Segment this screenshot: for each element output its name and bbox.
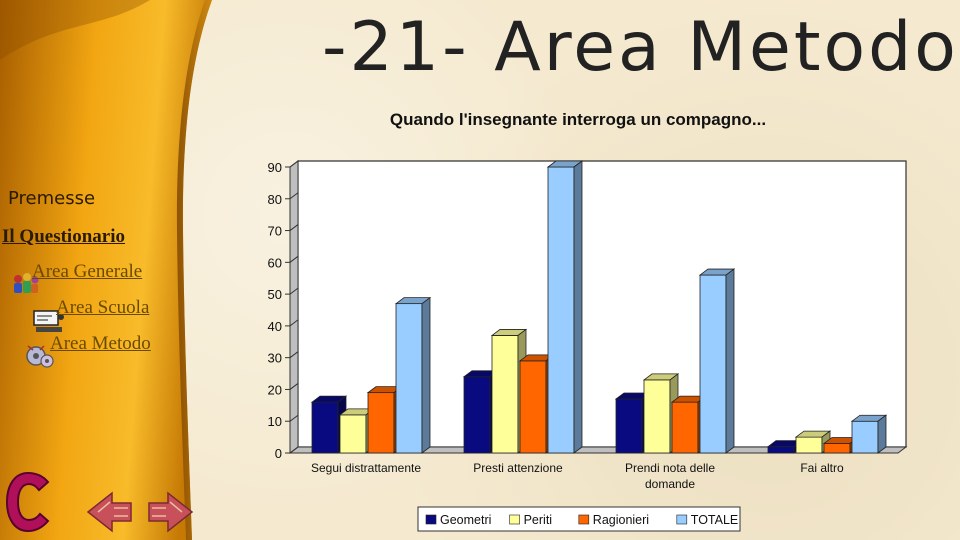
x-axis-labels: Segui distrattamente Presti attenzione Pre… bbox=[311, 461, 844, 491]
y-tick-depth bbox=[289, 319, 299, 327]
sidebar-panel bbox=[0, 0, 212, 540]
y-tick-depth bbox=[289, 351, 299, 359]
legend-label: Periti bbox=[524, 513, 552, 527]
y-tick-depth bbox=[289, 287, 299, 295]
bars bbox=[310, 160, 888, 454]
bar bbox=[794, 430, 832, 454]
y-tick-label: 0 bbox=[275, 446, 282, 461]
people-group-icon bbox=[14, 273, 39, 293]
y-tick-label: 70 bbox=[268, 224, 282, 239]
y-tick-label: 80 bbox=[268, 192, 282, 207]
y-tick-label: 20 bbox=[268, 382, 282, 397]
chart-title: Quando l'insegnante interroga un compagn… bbox=[390, 110, 766, 129]
classroom-icon bbox=[33, 310, 64, 332]
y-axis-ticks: 0 10 20 30 40 50 60 70 80 90 bbox=[268, 160, 299, 461]
y-tick-label: 90 bbox=[268, 160, 282, 175]
legend-swatch bbox=[509, 514, 520, 525]
x-tick-label: Presti attenzione bbox=[473, 461, 563, 475]
legend-label: TOTALE bbox=[691, 513, 738, 527]
bar bbox=[670, 395, 708, 454]
y-tick-depth bbox=[289, 446, 299, 454]
bar bbox=[546, 160, 584, 454]
y-tick-depth bbox=[289, 383, 299, 390]
y-tick-depth bbox=[289, 224, 299, 231]
legend-swatch bbox=[578, 514, 590, 525]
y-tick-depth bbox=[289, 160, 299, 168]
nav-questionario-link[interactable]: Il Questionario bbox=[2, 226, 125, 247]
y-tick-depth bbox=[289, 255, 299, 263]
y-tick-label: 10 bbox=[268, 414, 282, 429]
bar bbox=[394, 296, 432, 454]
previous-arrow-icon[interactable] bbox=[84, 490, 134, 534]
bar bbox=[698, 268, 736, 454]
nav-area-metodo-link[interactable]: Area Metodo bbox=[50, 333, 151, 354]
next-arrow-icon[interactable] bbox=[146, 490, 196, 534]
bar bbox=[850, 414, 888, 454]
method-gears-icon bbox=[26, 345, 54, 368]
y-tick-label: 60 bbox=[268, 255, 282, 270]
bar-chart: Quando l'insegnante interroga un compagn… bbox=[268, 110, 908, 532]
x-tick-label: Fai altro bbox=[800, 461, 844, 475]
plot-frame bbox=[288, 160, 908, 454]
legend-swatch bbox=[425, 514, 437, 525]
y-tick-depth bbox=[289, 414, 299, 422]
y-tick-label: 30 bbox=[268, 351, 282, 366]
nav-area-generale-link[interactable]: Area Generale bbox=[32, 261, 143, 282]
y-tick-depth bbox=[289, 192, 299, 200]
y-tick-label: 50 bbox=[268, 287, 282, 302]
x-tick-label: Segui distrattamente bbox=[311, 461, 421, 475]
x-tick-label: Prendi nota delle domande bbox=[625, 461, 715, 491]
nav-premesse[interactable]: Premesse bbox=[8, 188, 96, 209]
slide-title: -21- Area Metodo bbox=[322, 8, 959, 87]
nav-area-scuola-link[interactable]: Area Scuola bbox=[56, 297, 150, 318]
y-tick-label: 40 bbox=[268, 319, 282, 334]
plot-side-wall bbox=[289, 160, 299, 454]
c-logo-icon bbox=[5, 471, 50, 533]
legend-swatch bbox=[676, 514, 688, 525]
legend: Geometri Periti Ragionieri TOTALE bbox=[417, 506, 741, 532]
legend-label: Ragionieri bbox=[593, 513, 649, 527]
legend-label: Geometri bbox=[440, 513, 491, 527]
